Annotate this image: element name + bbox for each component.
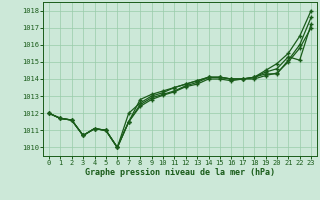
X-axis label: Graphe pression niveau de la mer (hPa): Graphe pression niveau de la mer (hPa) [85, 168, 275, 177]
